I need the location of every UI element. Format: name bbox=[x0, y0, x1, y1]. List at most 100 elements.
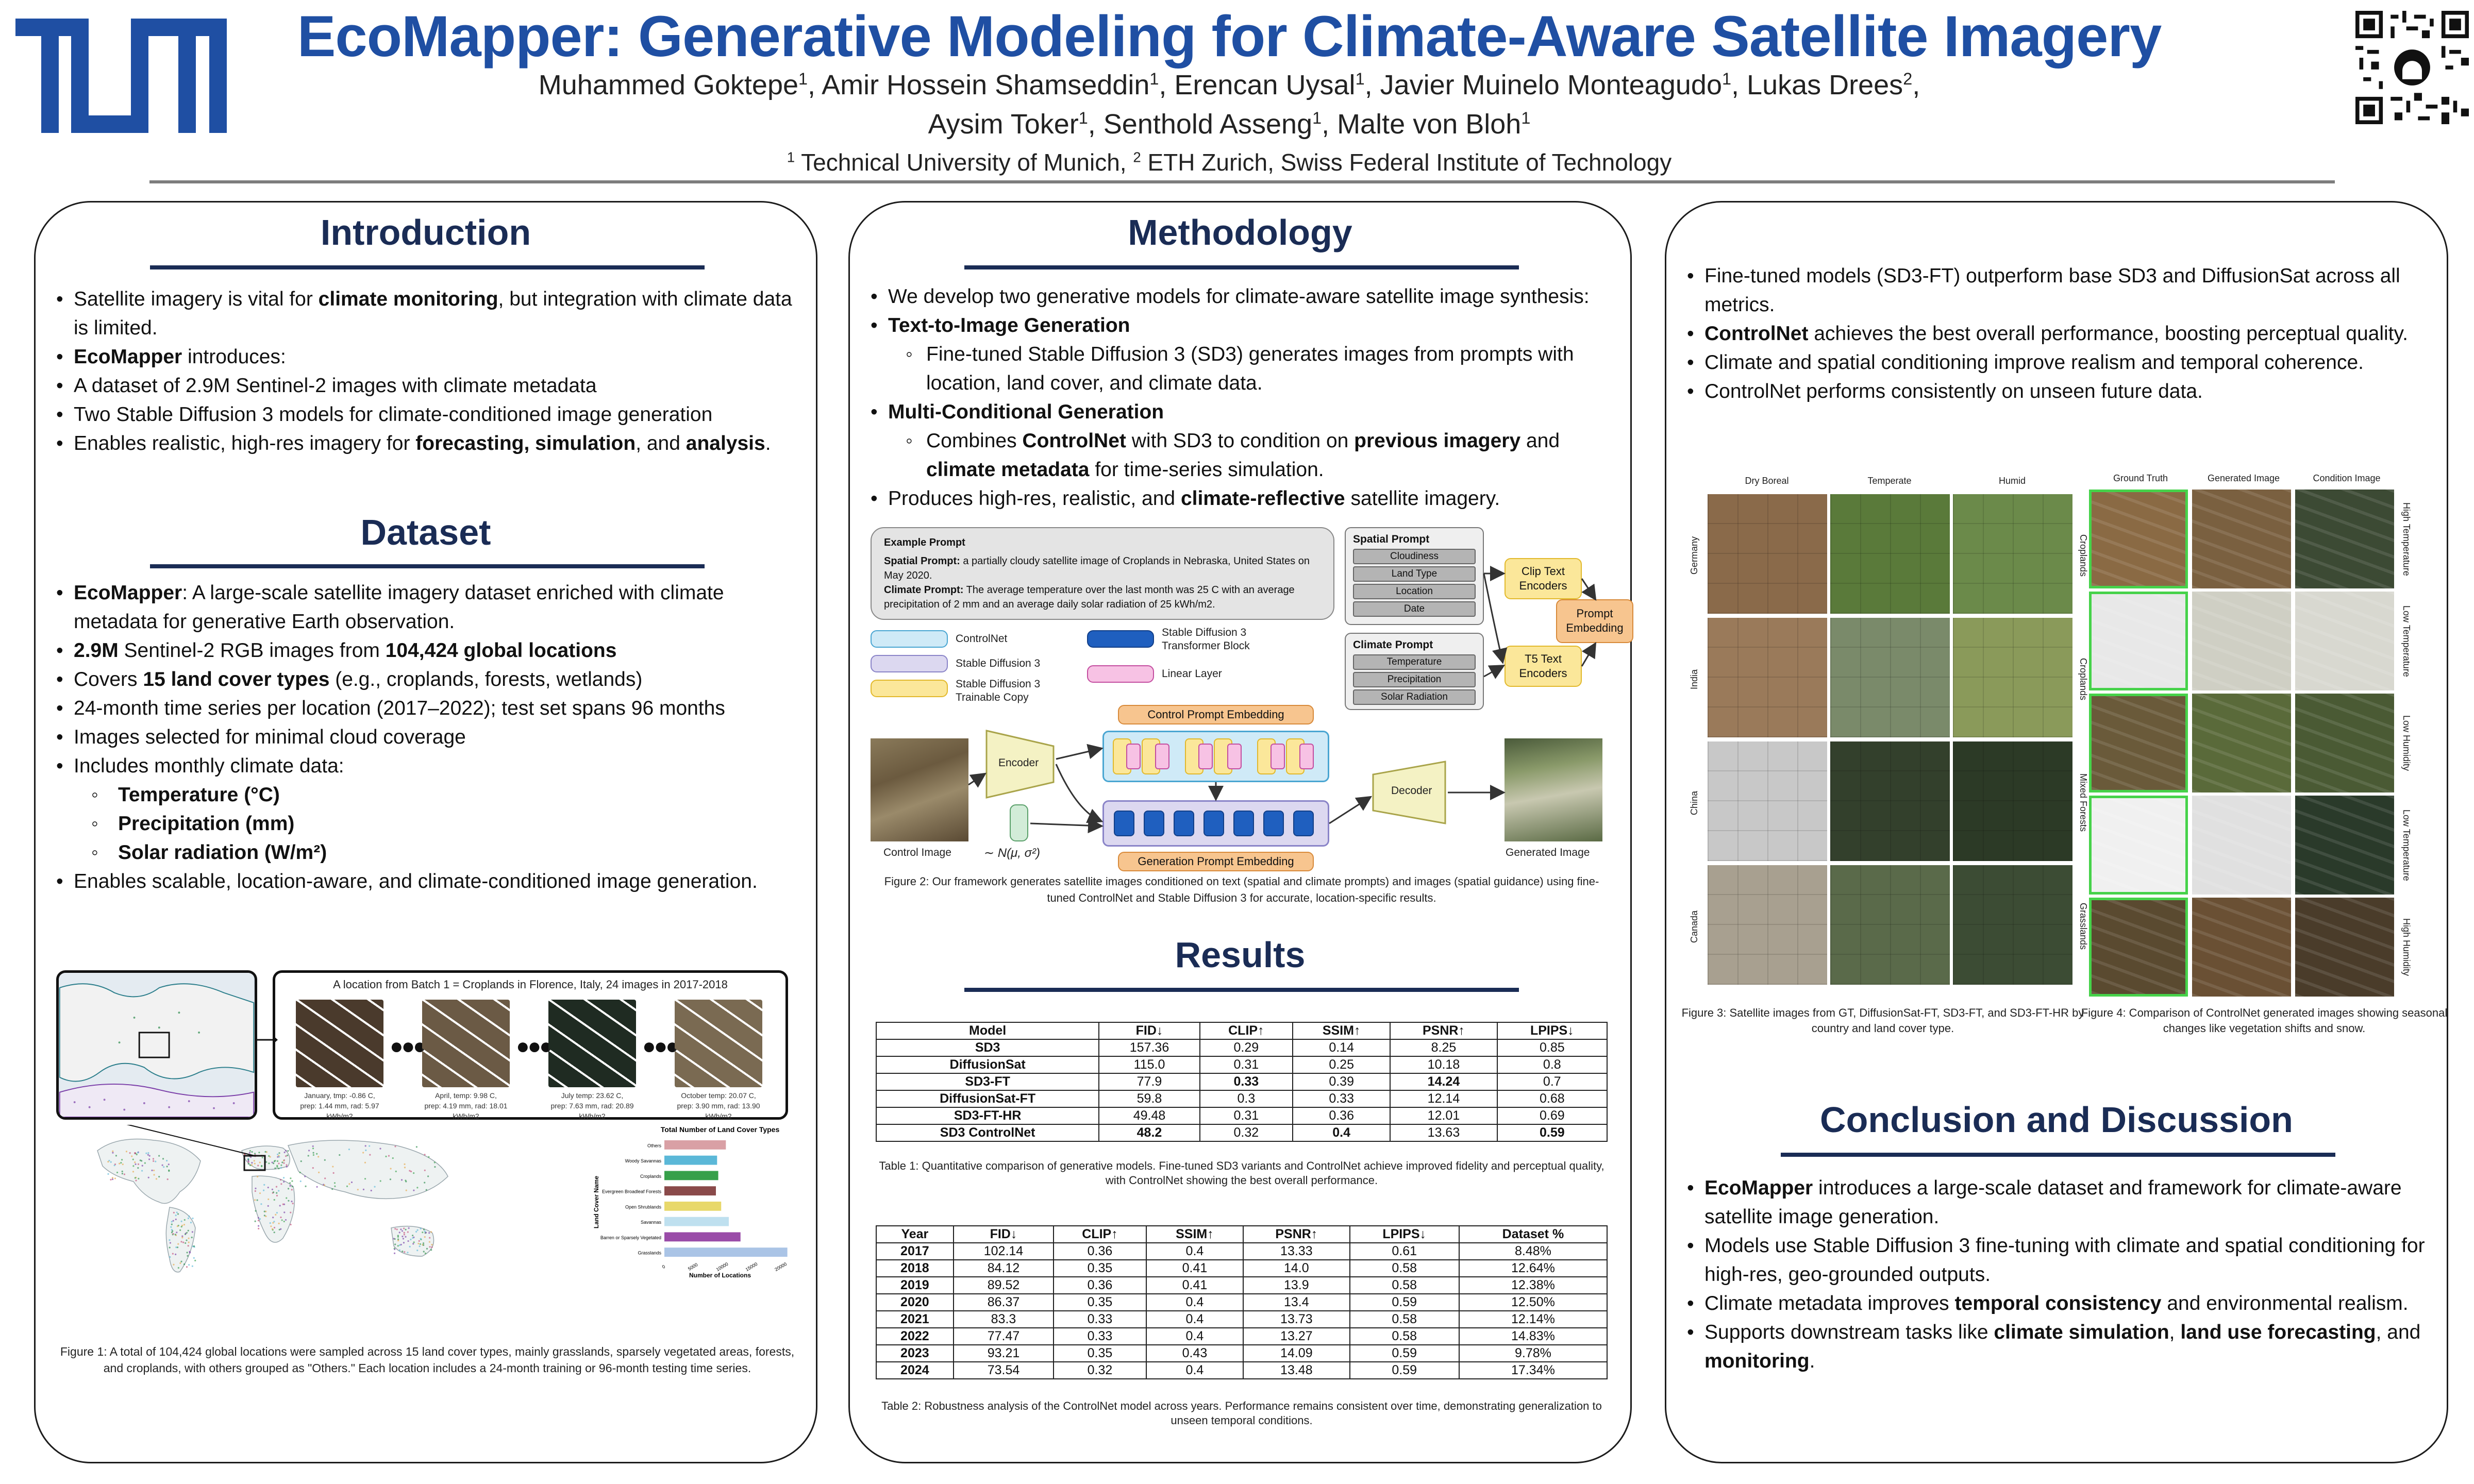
table-cell: 0.4 bbox=[1145, 1327, 1244, 1345]
table-cell: 13.73 bbox=[1243, 1310, 1350, 1328]
dataset-underline bbox=[150, 564, 705, 568]
decoder-block bbox=[1372, 761, 1446, 824]
figure-4-grid: Ground Truth Generated Image Condition Ima… bbox=[2089, 473, 2439, 1004]
bar bbox=[664, 1247, 788, 1257]
author-name: Lukas Drees bbox=[1747, 70, 1903, 100]
list-item: Two Stable Diffusion 3 models for climat… bbox=[56, 400, 798, 429]
table-cell: 0.58 bbox=[1349, 1327, 1460, 1345]
fig3-landcover-label: Croplands bbox=[2078, 534, 2088, 577]
fig3-row-label: China bbox=[1689, 790, 1699, 815]
transformer-block bbox=[1203, 811, 1224, 836]
satellite-image bbox=[2295, 490, 2394, 588]
bar bbox=[664, 1140, 726, 1150]
list-item: EcoMapper introduces a large-scale datas… bbox=[1687, 1174, 2434, 1232]
table-cell: 12.38% bbox=[1458, 1276, 1608, 1294]
table-cell: 0.4 bbox=[1292, 1124, 1391, 1142]
timeseries-image bbox=[548, 1000, 636, 1087]
table-cell: 12.01 bbox=[1390, 1107, 1498, 1125]
list-item: Supports downstream tasks like climate s… bbox=[1687, 1318, 2434, 1376]
legend-trainable: Stable Diffusion 3 Trainable Copy bbox=[956, 678, 1041, 703]
table-cell: 0.33 bbox=[1199, 1073, 1294, 1091]
list-item: Climate metadata improves temporal consi… bbox=[1687, 1289, 2434, 1318]
table-cell: 8.25 bbox=[1390, 1039, 1498, 1057]
table-cell: 73.54 bbox=[952, 1361, 1055, 1379]
list-item: Images selected for minimal cloud covera… bbox=[56, 723, 798, 752]
tile-caption: April, temp: 9.98 C, prep: 4.19 mm, rad: … bbox=[424, 1091, 508, 1120]
generation-prompt-embedding: Generation Prompt Embedding bbox=[1118, 852, 1314, 871]
table-cell: 0.68 bbox=[1496, 1090, 1608, 1108]
fig4-column-label: Ground Truth bbox=[2113, 473, 2168, 483]
satellite-image bbox=[2192, 694, 2291, 792]
method-item: Multi-Conditional Generation bbox=[871, 398, 1613, 427]
satellite-image bbox=[1708, 494, 1827, 614]
conclusion-underline bbox=[1781, 1153, 2335, 1157]
table-cell: 2021 bbox=[876, 1310, 954, 1328]
results-title: Results bbox=[1175, 935, 1306, 975]
table-row: 2019 89.52 0.36 0.41 13.9 0.58 12.38% bbox=[876, 1276, 1608, 1294]
table-cell: 2020 bbox=[876, 1293, 954, 1311]
list-item: ControlNet achieves the best overall per… bbox=[1687, 319, 2434, 348]
linear-layer-block bbox=[1271, 744, 1285, 769]
transformer-block bbox=[1174, 811, 1194, 836]
table-cell: 2024 bbox=[876, 1361, 954, 1379]
climate-prompt-text: Climate Prompt: The average temperature … bbox=[884, 584, 1295, 610]
satellite-image bbox=[2089, 592, 2188, 690]
table-cell: SD3-FT bbox=[875, 1073, 1100, 1091]
tile-caption: January, tmp: -0.86 C, prep: 1.44 mm, rad… bbox=[300, 1091, 379, 1120]
fig3-landcover-label: Mixed Forests bbox=[2078, 773, 2088, 832]
qr-code-icon[interactable] bbox=[2355, 8, 2469, 127]
ellipsis-icon: ●●● bbox=[516, 1034, 553, 1059]
linear-layer-block bbox=[1198, 744, 1213, 769]
list-item: EcoMapper introduces: bbox=[56, 343, 798, 372]
table-header-cell: CLIP↑ bbox=[1199, 1022, 1294, 1040]
fig4-condition-label: Low Temperature bbox=[2401, 809, 2412, 881]
table-row: DiffusionSat 115.0 0.31 0.25 10.18 0.8 bbox=[875, 1056, 1608, 1074]
results-table-years: Year FID↓ CLIP↑ SSIM↑ PSNR↑ LPIPS↓ Dataset % 20… bbox=[876, 1225, 1608, 1379]
table-cell: 0.59 bbox=[1349, 1344, 1460, 1362]
table-cell: 0.36 bbox=[1053, 1242, 1147, 1260]
table-cell: 84.12 bbox=[952, 1259, 1055, 1277]
author-name: Senthold Asseng bbox=[1103, 109, 1313, 140]
satellite-image bbox=[2192, 898, 2291, 997]
authors-line-2: Aysim Toker1, Senthold Asseng1, Malte vo… bbox=[928, 109, 1531, 140]
table-row: SD3 ControlNet 48.2 0.32 0.4 13.63 0.59 bbox=[875, 1124, 1608, 1142]
table-cell: 0.36 bbox=[1292, 1107, 1391, 1125]
satellite-image bbox=[2295, 592, 2394, 690]
author-affiliation: 2 bbox=[1903, 70, 1913, 88]
table-cell: 12.14 bbox=[1390, 1090, 1498, 1108]
bar-category-label: Barren or Sparsely Vegetated bbox=[600, 1235, 661, 1240]
table-cell: 0.35 bbox=[1053, 1344, 1147, 1362]
table-cell: 0.41 bbox=[1145, 1276, 1244, 1294]
table-header-row: Year FID↓ CLIP↑ SSIM↑ PSNR↑ LPIPS↓ Dataset % bbox=[876, 1225, 1608, 1243]
right-column-panel: Fine-tuned models (SD3-FT) outperform ba… bbox=[1665, 201, 2448, 1463]
poster-title: EcoMapper: Generative Modeling for Clima… bbox=[297, 4, 2162, 69]
table-row: SD3-FT-HR 49.48 0.31 0.36 12.01 0.69 bbox=[875, 1107, 1608, 1125]
table-cell: 0.3 bbox=[1199, 1090, 1294, 1108]
methodology-underline bbox=[964, 265, 1519, 269]
author-affiliation: 1 bbox=[1312, 109, 1322, 127]
results-findings-list: Fine-tuned models (SD3-FT) outperform ba… bbox=[1687, 262, 2434, 406]
tile-caption: July temp: 23.62 C, prep: 7.63 mm, rad: 2… bbox=[550, 1091, 634, 1120]
fig3-row-label: India bbox=[1689, 669, 1699, 689]
table-2-caption: Table 2: Robustness analysis of the Cont… bbox=[881, 1399, 1602, 1427]
decoder-label: Decoder bbox=[1391, 785, 1432, 797]
table-row: 2018 84.12 0.35 0.41 14.0 0.58 12.64% bbox=[876, 1259, 1608, 1277]
table-1-caption: Table 1: Quantitative comparison of gene… bbox=[879, 1159, 1604, 1187]
table-header-cell: Dataset % bbox=[1458, 1225, 1608, 1243]
satellite-image bbox=[2192, 592, 2291, 690]
bar bbox=[664, 1217, 729, 1226]
figure-4-caption: Figure 4: Comparison of ControlNet gener… bbox=[2081, 1006, 2448, 1035]
bar-category-label: Croplands bbox=[640, 1174, 662, 1179]
fig4-condition-label: High Temperature bbox=[2401, 502, 2412, 576]
satellite-image bbox=[2295, 898, 2394, 997]
fig3-column-label: Dry Boreal bbox=[1745, 476, 1789, 486]
list-item: Models use Stable Diffusion 3 fine-tunin… bbox=[1687, 1232, 2434, 1289]
legend-transformer-swatch bbox=[1087, 630, 1154, 648]
table-cell: 0.7 bbox=[1496, 1073, 1608, 1091]
fig3-row-label: Germany bbox=[1689, 536, 1699, 575]
timeseries-image bbox=[422, 1000, 510, 1087]
table-cell: 0.32 bbox=[1199, 1124, 1294, 1142]
table-header-cell: Model bbox=[875, 1022, 1100, 1040]
table-cell: 77.9 bbox=[1098, 1073, 1200, 1091]
bar-chart-xlabel: Number of Locations bbox=[689, 1272, 751, 1279]
